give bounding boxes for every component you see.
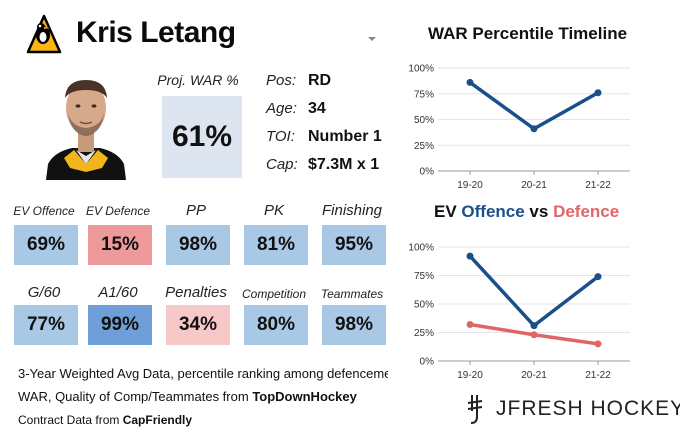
- metric-label-a160: A1/60: [98, 284, 138, 301]
- y-tick-label: 75%: [414, 271, 434, 282]
- metric-label-ev-offence: EV Offence: [13, 204, 75, 218]
- chart1-title: WAR Percentile Timeline: [428, 24, 628, 43]
- metric-label-teammates: Teammates: [320, 287, 384, 301]
- proj-war-box: 61%: [162, 96, 242, 178]
- x-tick-label: 19-20: [457, 180, 483, 190]
- bio-cap-value: $7.3M x 1: [308, 156, 380, 173]
- notes-contract-prefix: Contract Data from: [18, 413, 123, 427]
- y-tick-label: 50%: [414, 300, 434, 311]
- metric-box-g60: 77%: [14, 305, 78, 345]
- x-tick-label: 20-21: [521, 370, 547, 380]
- metric-box-pp: 98%: [166, 225, 230, 265]
- notes-war-prefix: WAR, Quality of Comp/Teammates from: [18, 389, 253, 404]
- y-tick-label: 25%: [414, 141, 434, 152]
- notes-contract-source: Contract Data from CapFriendly: [18, 413, 192, 427]
- proj-war-value: 61%: [171, 120, 233, 153]
- y-tick-label: 75%: [414, 89, 434, 100]
- bio-pos-value: RD: [308, 72, 332, 89]
- bio-cap-label: Cap:: [266, 156, 298, 173]
- data-point-defence: [594, 340, 602, 348]
- data-point-war: [466, 78, 474, 86]
- metric-label-ev-defence: EV Defence: [85, 204, 151, 218]
- chart2-title: EV Offence vs Defence: [434, 202, 619, 222]
- metric-box-ev-offence: 69%: [14, 225, 78, 265]
- penguins-logo-icon: [24, 12, 64, 56]
- chart2-title-ev: EV: [434, 202, 462, 221]
- y-tick-label: 100%: [408, 64, 434, 75]
- y-tick-label: 0%: [420, 357, 435, 368]
- brand: JFRESH HOCKEY: [464, 393, 680, 425]
- y-tick-label: 0%: [420, 167, 435, 178]
- data-point-offence: [594, 273, 602, 281]
- y-tick-label: 100%: [408, 243, 434, 254]
- chart2-title-defence: Defence: [553, 202, 620, 221]
- player-headshot: [44, 68, 128, 180]
- metric-box-penalties: 34%: [166, 305, 230, 345]
- notes-war-link: TopDownHockey: [252, 389, 357, 404]
- jfresh-logo-icon: [467, 395, 483, 424]
- y-tick-label: 50%: [414, 115, 434, 126]
- notes-war-source: WAR, Quality of Comp/Teammates from TopD…: [18, 389, 357, 404]
- player-name: Kris Letang: [76, 16, 236, 49]
- metric-box-pk: 81%: [244, 225, 308, 265]
- metric-label-finishing: Finishing: [321, 202, 383, 219]
- war-percentile-chart: 0% 25% 50% 75% 100% 19-20 20-21 21-22: [408, 64, 630, 190]
- data-point-offence: [530, 322, 538, 330]
- metric-box-finishing: 95%: [322, 225, 386, 265]
- metric-box-a160: 99%: [88, 305, 152, 345]
- ev-offence-defence-chart: 0% 25% 50% 75% 100% 19-20 20-21 21-22: [408, 243, 630, 380]
- metric-box-teammates: 98%: [322, 305, 386, 345]
- metric-label-penalties: Penalties: [165, 284, 227, 301]
- metric-box-ev-defence: 15%: [88, 225, 152, 265]
- series-line-war: [468, 80, 600, 131]
- data-point-defence: [466, 321, 474, 329]
- data-point-war: [594, 89, 602, 97]
- y-tick-label: 25%: [414, 328, 434, 339]
- data-point-war: [530, 125, 538, 133]
- data-point-offence: [466, 252, 474, 260]
- brand-text: JFRESH HOCKEY: [496, 397, 680, 420]
- series-line-offence: [468, 254, 600, 328]
- proj-war-label: Proj. WAR %: [157, 72, 239, 88]
- x-tick-label: 19-20: [457, 370, 483, 380]
- bio-pos-label: Pos:: [266, 72, 297, 89]
- metric-box-competition: 80%: [244, 305, 308, 345]
- notes-contract-link: CapFriendly: [122, 413, 193, 427]
- metric-label-g60: G/60: [27, 284, 61, 301]
- chart2-title-vs: vs: [524, 202, 554, 221]
- bio-toi-label: TOI:: [266, 128, 295, 145]
- chevron-down-icon[interactable]: [366, 30, 378, 41]
- x-tick-label: 21-22: [585, 180, 611, 190]
- x-tick-label: 21-22: [585, 370, 611, 380]
- metric-label-pp: PP: [185, 202, 206, 219]
- chart2-title-offence: Offence: [461, 202, 525, 221]
- data-point-defence: [530, 331, 538, 339]
- x-tick-label: 20-21: [521, 180, 547, 190]
- bio-age-label: Age:: [266, 100, 297, 117]
- metric-label-pk: PK: [263, 202, 284, 219]
- bio-age-value: 34: [308, 100, 326, 117]
- metric-label-competition: Competition: [241, 287, 307, 301]
- bio-toi-value: Number 1: [308, 128, 382, 145]
- notes-data-source: 3-Year Weighted Avg Data, percentile ran…: [18, 366, 388, 381]
